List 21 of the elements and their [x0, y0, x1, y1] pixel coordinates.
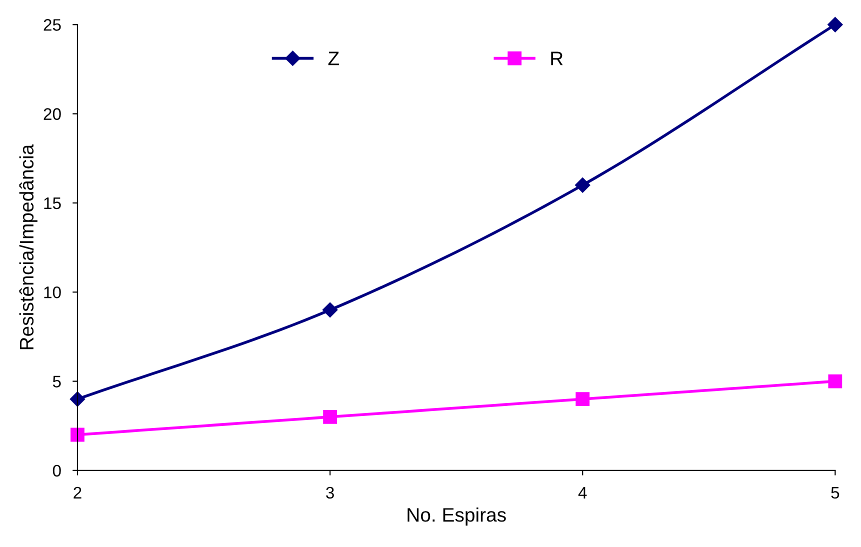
point: [576, 392, 590, 406]
y-axis-title: Resistência/Impedância: [19, 144, 38, 350]
point: [575, 178, 590, 193]
y-tick-label: 20: [44, 108, 61, 120]
y-tick-label: 10: [44, 286, 61, 298]
point: [70, 428, 84, 442]
x-tick-label: 5: [831, 487, 840, 499]
point: [828, 17, 843, 32]
x-tick-label: 3: [326, 486, 334, 499]
legend-label: Z: [328, 52, 339, 66]
legend-label: R: [551, 52, 563, 66]
y-tick-label: 5: [52, 376, 61, 388]
y-tick-label: 15: [44, 198, 61, 210]
point: [322, 302, 338, 318]
point: [828, 374, 842, 388]
x-tick-label: 2: [74, 486, 82, 498]
x-axis-title: No. Espiras: [408, 507, 506, 526]
y-tick-label: 25: [44, 19, 61, 31]
x-tick-label: 4: [578, 487, 587, 498]
point: [323, 410, 337, 424]
y-tick-label: 0: [52, 464, 61, 477]
